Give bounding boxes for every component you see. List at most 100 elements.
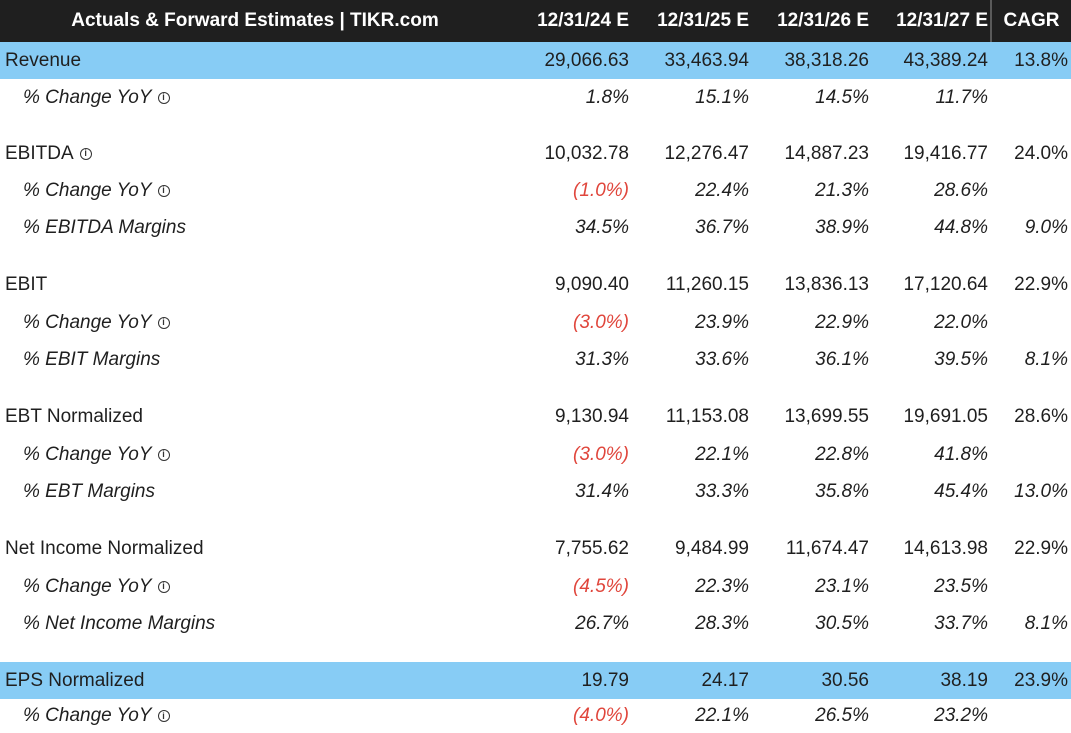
info-icon[interactable]: i xyxy=(157,580,170,593)
value-cell: 9,130.94 xyxy=(555,405,629,427)
table-row-revenue-yoy[interactable]: % Change YoY i 1.8% 15.1% 14.5% 11.7% xyxy=(0,79,1071,116)
value-cell: 1.8% xyxy=(585,86,629,108)
cagr-cell: 22.9% xyxy=(1014,273,1068,295)
row-label: EBT Normalized xyxy=(5,405,143,427)
cagr-cell: 22.9% xyxy=(1014,537,1068,559)
value-cell: (3.0%) xyxy=(573,311,629,333)
value-cell: 11.7% xyxy=(935,86,988,108)
cagr-cell xyxy=(992,304,1068,341)
info-icon[interactable]: i xyxy=(157,448,170,461)
value-cell: 11,260.15 xyxy=(665,273,749,295)
table-header: Actuals & Forward Estimates | TIKR.com 1… xyxy=(0,0,1071,42)
value-cell: 23.2% xyxy=(934,705,988,726)
info-icon[interactable]: i xyxy=(157,316,170,329)
value-cell: 13,699.55 xyxy=(784,405,869,427)
cagr-cell: 23.9% xyxy=(1014,669,1068,691)
value-cell: 23.5% xyxy=(934,575,988,597)
table-row-ebit[interactable]: EBIT 9,090.40 11,260.15 13,836.13 17,120… xyxy=(0,266,1071,303)
info-icon[interactable]: i xyxy=(157,184,170,197)
cagr-cell: 9.0% xyxy=(1024,216,1068,238)
row-label: Revenue xyxy=(5,49,82,71)
column-header-2026[interactable]: 12/31/26 E xyxy=(777,10,869,31)
table-title: Actuals & Forward Estimates | TIKR.com xyxy=(71,10,439,31)
value-cell: (1.0%) xyxy=(573,179,629,201)
value-cell: 11,153.08 xyxy=(665,405,749,427)
table-row-net-income-normalized[interactable]: Net Income Normalized 7,755.62 9,484.99 … xyxy=(0,530,1071,567)
row-label: Net Income Normalized xyxy=(5,537,204,559)
value-cell: 13,836.13 xyxy=(784,273,869,295)
value-cell: 22.1% xyxy=(695,443,749,465)
value-cell: 26.5% xyxy=(815,705,869,726)
value-cell: 7,755.62 xyxy=(555,537,629,559)
value-cell: 28.6% xyxy=(934,179,988,201)
table-row-ebt-normalized[interactable]: EBT Normalized 9,130.94 11,153.08 13,699… xyxy=(0,398,1071,435)
row-label: EBITDA xyxy=(5,142,74,164)
value-cell: 15.1% xyxy=(695,86,749,108)
value-cell: 19,691.05 xyxy=(903,405,988,427)
row-label: % Change YoY xyxy=(23,575,152,597)
table-row-eps-normalized[interactable]: EPS Normalized 19.79 24.17 30.56 38.19 2… xyxy=(0,662,1071,699)
value-cell: (4.0%) xyxy=(573,705,629,726)
value-cell: 31.3% xyxy=(575,348,629,370)
table-row-ebitda[interactable]: EBITDA i 10,032.78 12,276.47 14,887.23 19… xyxy=(0,135,1071,172)
value-cell: 14,613.98 xyxy=(903,537,988,559)
column-header-2027[interactable]: 12/31/27 E xyxy=(896,10,988,31)
value-cell: 28.3% xyxy=(695,612,749,634)
value-cell: 22.3% xyxy=(695,575,749,597)
cagr-cell: 13.0% xyxy=(1014,480,1068,502)
table-row-net-income-yoy[interactable]: % Change YoY i (4.5%) 22.3% 23.1% 23.5% xyxy=(0,568,1071,605)
column-header-cagr[interactable]: CAGR xyxy=(1003,10,1060,31)
value-cell: (3.0%) xyxy=(573,443,629,465)
value-cell: 11,674.47 xyxy=(785,537,869,559)
value-cell: 9,090.40 xyxy=(555,273,629,295)
value-cell: 9,484.99 xyxy=(675,537,749,559)
value-cell: 33.3% xyxy=(695,480,749,502)
value-cell: 22.8% xyxy=(815,443,869,465)
value-cell: 22.1% xyxy=(695,705,749,726)
cagr-cell xyxy=(992,568,1068,605)
value-cell: 19.79 xyxy=(581,669,629,691)
cagr-cell: 13.8% xyxy=(1014,49,1068,71)
value-cell: 30.5% xyxy=(815,612,869,634)
cagr-cell xyxy=(992,172,1068,209)
column-header-2025[interactable]: 12/31/25 E xyxy=(657,10,749,31)
row-label: % Net Income Margins xyxy=(23,612,216,634)
table-row-ebitda-yoy[interactable]: % Change YoY i (1.0%) 22.4% 21.3% 28.6% xyxy=(0,172,1071,209)
row-label: EBIT xyxy=(5,273,48,295)
table-row-ebit-margins[interactable]: % EBIT Margins 31.3% 33.6% 36.1% 39.5% 8… xyxy=(0,341,1071,378)
row-label: % Change YoY xyxy=(23,86,152,108)
value-cell: 43,389.24 xyxy=(903,49,988,71)
info-icon[interactable]: i xyxy=(157,91,170,104)
table-row-eps-yoy[interactable]: % Change YoY i (4.0%) 22.1% 26.5% 23.2% xyxy=(0,699,1071,733)
column-header-2024[interactable]: 12/31/24 E xyxy=(537,10,629,31)
row-label: % Change YoY xyxy=(23,179,152,201)
value-cell: 38.9% xyxy=(815,216,869,238)
value-cell: 23.1% xyxy=(815,575,869,597)
row-label: % EBITDA Margins xyxy=(23,216,186,238)
value-cell: 31.4% xyxy=(575,480,629,502)
cagr-cell: 8.1% xyxy=(1024,348,1068,370)
value-cell: 39.5% xyxy=(934,348,988,370)
table-row-ebit-yoy[interactable]: % Change YoY i (3.0%) 23.9% 22.9% 22.0% xyxy=(0,304,1071,341)
value-cell: 33.6% xyxy=(695,348,749,370)
value-cell: 23.9% xyxy=(695,311,749,333)
info-icon[interactable]: i xyxy=(157,710,170,722)
value-cell: 41.8% xyxy=(934,443,988,465)
value-cell: 10,032.78 xyxy=(544,142,629,164)
value-cell: 17,120.64 xyxy=(903,273,988,295)
value-cell: 22.0% xyxy=(934,311,988,333)
table-row-revenue[interactable]: Revenue 29,066.63 33,463.94 38,318.26 43… xyxy=(0,42,1071,79)
value-cell: 30.56 xyxy=(821,669,869,691)
cagr-cell: 8.1% xyxy=(1024,612,1068,634)
table-row-ebt-yoy[interactable]: % Change YoY i (3.0%) 22.1% 22.8% 41.8% xyxy=(0,436,1071,473)
value-cell: 36.7% xyxy=(695,216,749,238)
value-cell: 19,416.77 xyxy=(903,142,988,164)
value-cell: 38,318.26 xyxy=(784,49,869,71)
table-row-ebitda-margins[interactable]: % EBITDA Margins 34.5% 36.7% 38.9% 44.8%… xyxy=(0,209,1071,246)
cagr-cell: 28.6% xyxy=(1014,405,1068,427)
row-label: EPS Normalized xyxy=(5,669,145,691)
info-icon[interactable]: i xyxy=(79,147,92,160)
table-row-net-income-margins[interactable]: % Net Income Margins 26.7% 28.3% 30.5% 3… xyxy=(0,605,1071,642)
table-row-ebt-margins[interactable]: % EBT Margins 31.4% 33.3% 35.8% 45.4% 13… xyxy=(0,473,1071,510)
value-cell: 14.5% xyxy=(815,86,869,108)
